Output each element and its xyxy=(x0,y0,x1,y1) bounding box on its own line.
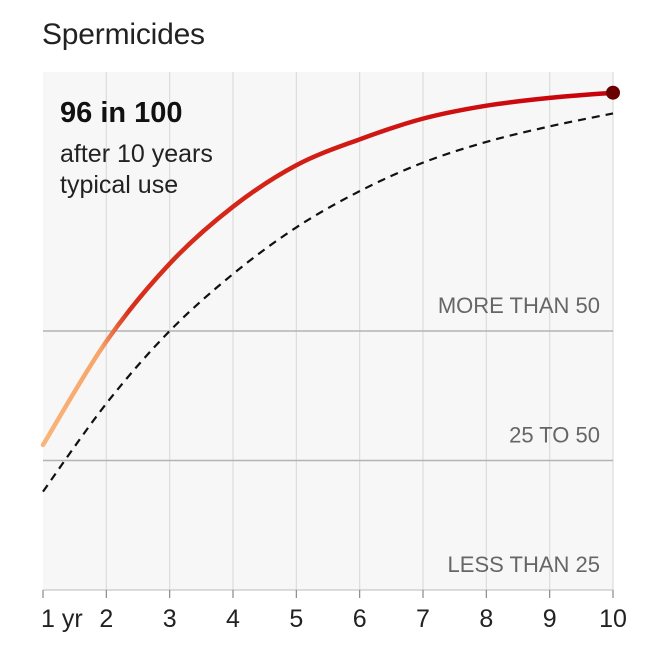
band-boundaries xyxy=(43,330,613,462)
annotation-value: 96 in 100 xyxy=(60,97,183,129)
x-tick-label-7: 7 xyxy=(416,605,430,633)
band-label-2: LESS THAN 25 xyxy=(448,552,600,577)
chart-title: Spermicides xyxy=(42,18,205,51)
series-line-solid xyxy=(40,90,616,448)
x-tick-label-2: 2 xyxy=(99,605,113,633)
annotation-line-2: typical use xyxy=(60,171,178,199)
series-line-dashed xyxy=(42,112,614,493)
annotation-line-1: after 10 years xyxy=(60,140,213,168)
band-label-1: 25 TO 50 xyxy=(509,423,600,448)
series-group xyxy=(40,85,620,493)
x-tick-label-8: 8 xyxy=(479,605,493,633)
band-labels: MORE THAN 50 25 TO 50 LESS THAN 25 xyxy=(438,293,600,577)
x-tick-label-5: 5 xyxy=(289,605,303,633)
annotation: 96 in 100 after 10 years typical use xyxy=(60,97,213,199)
x-tick-label-3: 3 xyxy=(163,605,177,633)
x-tick-label-10: 10 xyxy=(599,605,627,633)
x-tick-label-1: 1 yr xyxy=(41,605,83,633)
endpoint-marker xyxy=(606,85,620,100)
x-tick-label-4: 4 xyxy=(226,605,240,633)
x-tick-label-9: 9 xyxy=(543,605,557,633)
x-tick-label-6: 6 xyxy=(353,605,367,633)
band-label-0: MORE THAN 50 xyxy=(438,293,600,318)
x-ticks: 1 yr 2 3 4 5 6 7 8 9 10 xyxy=(41,590,627,633)
